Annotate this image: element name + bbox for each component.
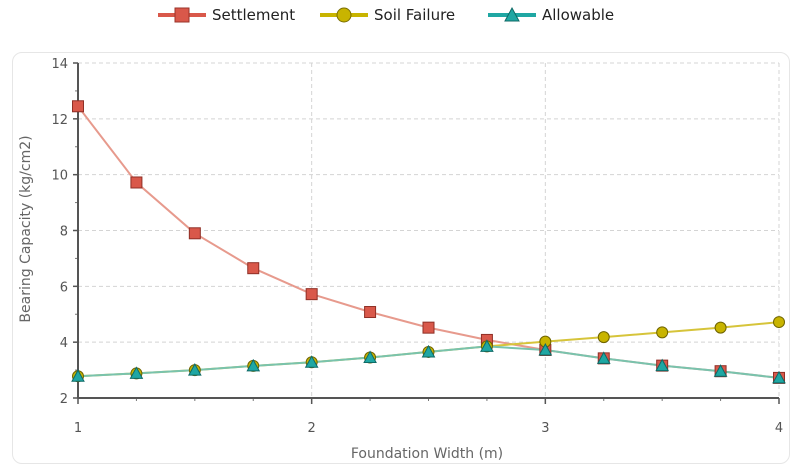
legend-swatch-allowable xyxy=(488,6,536,22)
chart-legend: Settlement Soil Failure Allowable xyxy=(0,0,800,32)
y-tick-label: 12 xyxy=(51,113,68,128)
data-point-soil-failure[interactable] xyxy=(714,321,727,334)
legend-item-allowable[interactable]: Allowable xyxy=(488,5,614,25)
data-point-allowable[interactable] xyxy=(596,351,611,364)
data-point-allowable[interactable] xyxy=(71,369,85,382)
data-point-soil-failure[interactable] xyxy=(597,331,610,344)
data-point-allowable[interactable] xyxy=(129,366,144,379)
data-point-allowable[interactable] xyxy=(713,364,728,377)
data-point-allowable[interactable] xyxy=(538,342,553,356)
x-axis-title: Foundation Width (m) xyxy=(351,446,503,462)
y-tick-label: 4 xyxy=(60,336,68,351)
legend-item-settlement[interactable]: Settlement xyxy=(158,5,295,25)
legend-label-allowable: Allowable xyxy=(542,6,615,24)
data-point-allowable[interactable] xyxy=(421,344,436,358)
grid-lines xyxy=(78,62,780,398)
x-tick-label: 3 xyxy=(541,421,549,436)
data-point-settlement[interactable] xyxy=(72,100,84,113)
series-line-settlement xyxy=(77,105,780,379)
y-tick-label: 10 xyxy=(51,169,68,184)
series-layer xyxy=(71,100,786,384)
data-point-soil-failure[interactable] xyxy=(656,326,669,339)
legend-label-soil-failure: Soil Failure xyxy=(374,6,456,24)
data-point-settlement[interactable] xyxy=(305,288,318,301)
plot-panel xyxy=(12,52,790,464)
legend-swatch-soil-failure xyxy=(320,7,368,23)
data-point-settlement[interactable] xyxy=(364,306,377,319)
y-tick-label: 2 xyxy=(60,392,68,407)
y-axis-title: Bearing Capacity (kg/cm2) xyxy=(18,135,34,322)
data-point-settlement[interactable] xyxy=(247,262,260,275)
data-point-allowable[interactable] xyxy=(304,355,319,368)
y-tick-label: 8 xyxy=(60,225,68,240)
x-tick-label: 1 xyxy=(74,421,82,436)
data-point-allowable[interactable] xyxy=(480,339,494,352)
data-point-soil-failure[interactable] xyxy=(773,316,785,329)
data-point-allowable[interactable] xyxy=(772,370,786,384)
data-point-allowable[interactable] xyxy=(246,358,261,372)
data-point-settlement[interactable] xyxy=(188,227,201,240)
data-point-allowable[interactable] xyxy=(655,358,670,372)
data-point-settlement[interactable] xyxy=(422,321,435,334)
data-point-settlement[interactable] xyxy=(130,176,143,189)
y-tick-label: 6 xyxy=(60,280,68,295)
x-tick-label: 4 xyxy=(775,421,783,436)
legend-item-soil-failure[interactable]: Soil Failure xyxy=(320,5,455,25)
x-tick-label: 2 xyxy=(308,421,316,436)
y-tick-label: 14 xyxy=(51,57,68,72)
legend-swatch-settlement xyxy=(158,7,206,23)
data-point-allowable[interactable] xyxy=(187,363,202,376)
legend-label-settlement: Settlement xyxy=(212,6,296,24)
data-point-allowable[interactable] xyxy=(363,350,377,364)
